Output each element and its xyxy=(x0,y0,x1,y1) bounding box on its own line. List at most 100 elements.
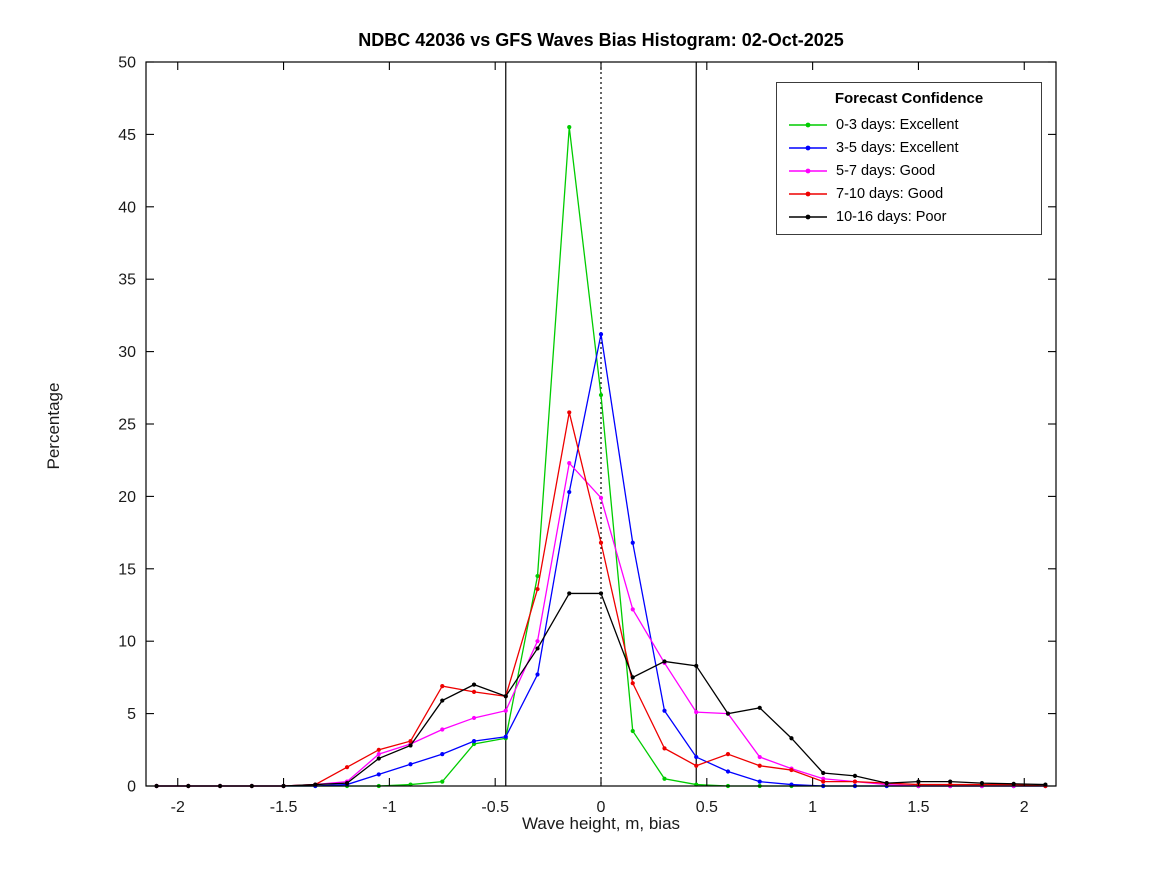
legend-item-label: 7-10 days: Good xyxy=(836,185,944,202)
series-marker xyxy=(662,746,667,751)
legend-item: 10-16 days: Poor xyxy=(777,205,1041,228)
series-marker xyxy=(440,779,445,784)
series-marker xyxy=(979,781,985,786)
x-tick-label: 1 xyxy=(808,799,817,816)
series-marker xyxy=(503,734,508,739)
series-marker xyxy=(694,763,699,768)
series-marker xyxy=(471,715,477,721)
series-marker xyxy=(503,694,508,699)
x-tick-label: 2 xyxy=(1020,799,1029,816)
series-marker xyxy=(948,779,953,784)
series-marker xyxy=(757,779,762,784)
series-marker xyxy=(440,752,445,757)
series-marker xyxy=(821,779,826,784)
series-marker xyxy=(376,747,381,752)
x-tick-label: 1.5 xyxy=(907,799,929,816)
series-marker xyxy=(567,410,572,415)
legend-item-label: 0-3 days: Excellent xyxy=(836,116,959,133)
y-tick-label: 35 xyxy=(118,272,136,289)
legend-items: 0-3 days: Excellent 3-5 days: Excellent 5-… xyxy=(777,113,1041,228)
series-marker xyxy=(471,741,477,747)
y-tick-label: 30 xyxy=(118,344,136,361)
x-axis-label: Wave height, m, bias xyxy=(521,814,681,833)
series-marker xyxy=(757,763,762,768)
series-marker xyxy=(440,698,445,703)
legend-line-sample xyxy=(789,214,827,219)
series-marker xyxy=(821,776,826,781)
series-marker xyxy=(789,736,794,741)
y-tick-label: 5 xyxy=(127,706,136,723)
series-marker xyxy=(471,682,477,687)
series-marker xyxy=(535,639,540,644)
y-tick-label: 20 xyxy=(118,489,136,506)
x-tick-label: -0.5 xyxy=(481,799,509,816)
series-marker xyxy=(598,392,604,398)
legend-line-sample xyxy=(789,168,827,173)
legend-line-sample xyxy=(789,191,827,196)
series-marker xyxy=(725,752,731,757)
series-marker xyxy=(376,756,381,761)
x-tick-label: 0 xyxy=(597,799,606,816)
series-marker xyxy=(630,607,635,612)
series-marker xyxy=(440,683,445,689)
legend-item: 3-5 days: Excellent xyxy=(777,136,1041,159)
series-marker xyxy=(503,708,508,713)
y-tick-label: 50 xyxy=(118,55,136,72)
series-marker xyxy=(662,659,667,664)
legend-item: 7-10 days: Good xyxy=(777,182,1041,205)
series-marker xyxy=(440,727,445,732)
x-tick-label: -1.5 xyxy=(270,799,298,816)
series-marker xyxy=(598,332,604,337)
series-marker xyxy=(598,591,604,596)
series-marker xyxy=(344,765,350,770)
series-marker xyxy=(535,646,540,651)
chart-title: NDBC 42036 vs GFS Waves Bias Histogram: … xyxy=(358,30,844,50)
series-marker xyxy=(598,540,604,545)
series-marker xyxy=(852,779,858,784)
series-marker xyxy=(344,781,350,786)
series-marker xyxy=(567,591,572,596)
series-marker xyxy=(376,752,381,757)
series-marker xyxy=(694,754,699,760)
legend-line-sample xyxy=(789,122,827,127)
y-tick-label: 25 xyxy=(118,417,136,434)
legend-item-label: 5-7 days: Good xyxy=(836,162,936,179)
series-marker xyxy=(694,710,699,715)
series-marker xyxy=(376,772,381,777)
legend-line-sample xyxy=(789,145,827,150)
series-marker xyxy=(662,708,667,713)
x-tick-label: -1 xyxy=(382,799,396,816)
y-tick-label: 40 xyxy=(118,199,136,216)
series-marker xyxy=(662,776,667,781)
legend-item-label: 10-16 days: Poor xyxy=(836,208,947,225)
series-marker xyxy=(408,743,413,748)
legend: Forecast Confidence 0-3 days: Excellent 3… xyxy=(776,82,1042,235)
series-marker xyxy=(821,770,826,776)
series-marker xyxy=(567,125,572,130)
series-marker xyxy=(884,781,889,786)
series-marker xyxy=(789,767,794,773)
series-marker xyxy=(757,754,762,760)
series-marker xyxy=(535,672,540,677)
series-marker xyxy=(630,681,635,686)
y-axis-label: Percentage xyxy=(44,382,63,470)
legend-item-label: 3-5 days: Excellent xyxy=(836,139,959,156)
series-marker xyxy=(630,728,635,734)
series-marker xyxy=(1011,781,1016,786)
series-marker xyxy=(630,540,635,545)
x-tick-label: 0.5 xyxy=(696,799,718,816)
x-tick-label: -2 xyxy=(171,799,185,816)
series-marker xyxy=(694,663,699,668)
series-marker xyxy=(567,460,572,466)
series-marker xyxy=(725,711,731,716)
series-marker xyxy=(408,739,413,744)
legend-item: 0-3 days: Excellent xyxy=(777,113,1041,136)
y-tick-label: 15 xyxy=(118,561,136,578)
y-tick-label: 45 xyxy=(118,127,136,144)
series-marker xyxy=(630,675,635,680)
series-marker xyxy=(598,495,604,500)
series-marker xyxy=(852,773,858,778)
y-tick-label: 10 xyxy=(118,634,136,651)
